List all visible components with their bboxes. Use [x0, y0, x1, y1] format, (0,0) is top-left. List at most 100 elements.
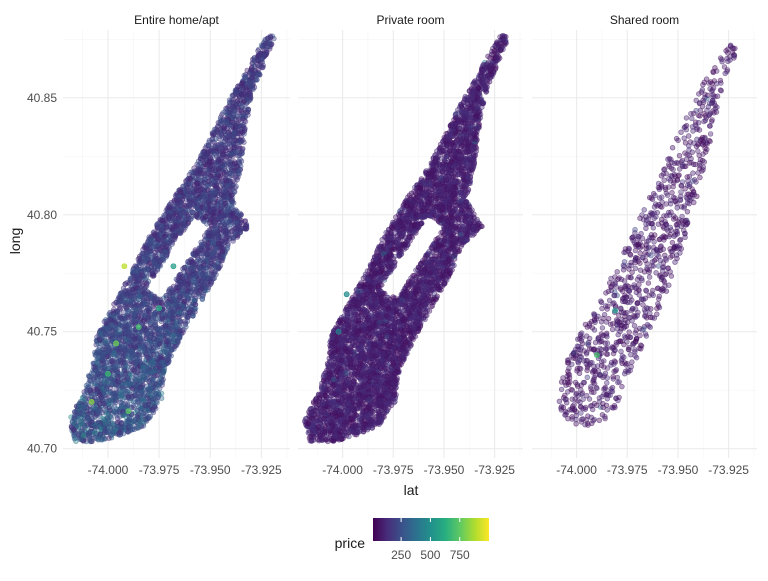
data-point	[133, 290, 138, 295]
data-point	[159, 355, 164, 360]
data-point	[201, 149, 206, 154]
data-point	[139, 410, 144, 415]
data-point	[234, 150, 239, 155]
data-point	[72, 428, 77, 433]
data-point	[213, 176, 218, 181]
data-point	[235, 165, 240, 170]
data-point	[133, 274, 138, 279]
data-point	[202, 180, 207, 185]
data-point	[177, 295, 182, 300]
data-point	[249, 67, 254, 72]
data-point	[72, 434, 77, 439]
data-point	[234, 89, 239, 94]
data-point	[220, 146, 225, 151]
data-point	[214, 247, 219, 252]
data-point	[117, 299, 122, 304]
data-point	[203, 214, 208, 219]
data-point	[140, 251, 145, 256]
data-point	[124, 380, 129, 385]
data-point	[233, 160, 238, 165]
data-point	[128, 278, 133, 283]
data-point	[146, 241, 151, 246]
data-point	[100, 410, 105, 415]
data-point	[205, 168, 210, 173]
data-point	[166, 330, 171, 335]
data-point	[91, 410, 96, 415]
data-point	[96, 347, 101, 352]
data-point	[137, 359, 142, 364]
data-point	[153, 250, 158, 255]
data-point	[155, 357, 160, 362]
data-point	[111, 382, 116, 387]
data-point	[143, 301, 148, 306]
data-point	[196, 174, 201, 179]
data-point	[96, 409, 101, 414]
data-point	[148, 414, 153, 419]
data-point	[186, 260, 191, 265]
data-point	[127, 322, 132, 327]
data-point	[236, 227, 241, 232]
data-point	[150, 360, 155, 365]
data-point	[228, 160, 233, 165]
data-point	[102, 429, 107, 434]
data-point	[155, 400, 160, 405]
data-point	[191, 263, 196, 268]
data-point	[197, 198, 202, 203]
data-point	[165, 358, 170, 363]
data-point	[126, 354, 131, 359]
data-point	[135, 399, 140, 404]
data-point	[102, 356, 107, 361]
data-point	[237, 171, 242, 176]
data-point	[232, 145, 237, 150]
data-point	[105, 413, 110, 418]
data-point	[152, 312, 157, 317]
data-point	[158, 336, 163, 341]
data-point	[151, 273, 156, 278]
data-point	[141, 349, 146, 354]
data-point	[112, 351, 117, 356]
data-point	[145, 253, 150, 258]
data-point	[89, 374, 94, 379]
data-point	[72, 415, 77, 420]
data-point	[96, 420, 101, 425]
data-point	[185, 278, 190, 283]
data-point	[116, 354, 121, 359]
data-point	[199, 286, 204, 291]
data-point	[258, 63, 263, 68]
data-point	[143, 340, 148, 345]
data-point	[158, 370, 163, 375]
data-point	[185, 315, 190, 320]
data-point	[214, 272, 219, 277]
data-point	[243, 77, 248, 82]
data-point	[239, 159, 244, 164]
data-point	[240, 81, 245, 86]
data-point	[218, 157, 223, 162]
data-point	[161, 296, 166, 301]
data-point	[225, 247, 230, 252]
data-point	[146, 332, 151, 337]
data-point	[144, 377, 149, 382]
data-point	[176, 198, 181, 203]
data-point	[140, 398, 145, 403]
data-point	[191, 279, 196, 284]
data-point	[226, 145, 231, 150]
data-point	[91, 388, 96, 393]
data-point	[109, 404, 114, 409]
data-point	[131, 300, 136, 305]
data-point	[178, 223, 183, 228]
data-point	[143, 417, 148, 422]
data-point	[180, 289, 185, 294]
data-point	[239, 149, 244, 154]
data-point	[168, 343, 173, 348]
data-point	[145, 408, 150, 413]
data-point	[235, 84, 240, 89]
data-point	[263, 41, 268, 46]
x-tick-label: -73.925	[241, 463, 282, 477]
data-point	[106, 399, 111, 404]
data-point	[221, 241, 226, 246]
data-point	[187, 204, 192, 209]
data-point	[178, 231, 183, 236]
data-point	[200, 297, 205, 302]
x-tick-label: -74.000	[88, 463, 129, 477]
